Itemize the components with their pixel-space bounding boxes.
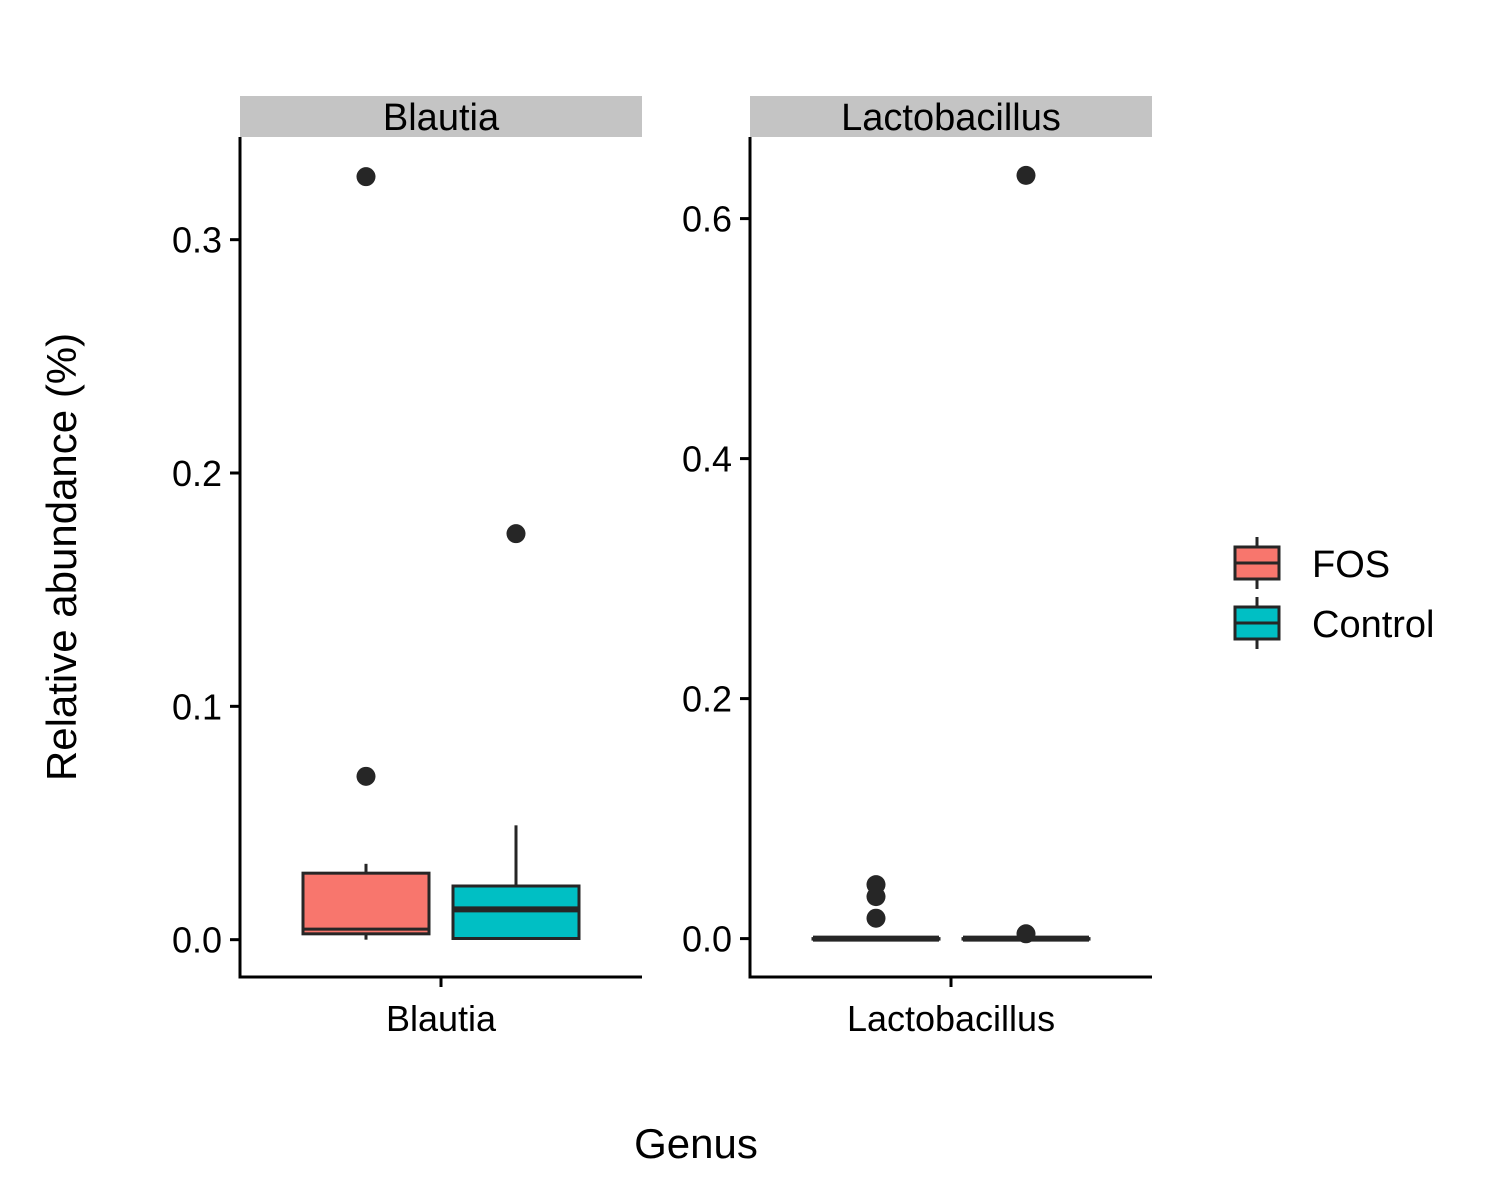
- y-tick-label: 0.4: [682, 439, 732, 480]
- y-tick-label: 0.1: [172, 686, 222, 727]
- x-axis-title: Genus: [634, 1120, 758, 1167]
- box-body: [301, 871, 431, 936]
- outlier-point: [1016, 165, 1036, 185]
- legend-label: FOS: [1312, 544, 1390, 586]
- y-tick-label: 0.2: [172, 453, 222, 494]
- facet-strip: [240, 96, 642, 137]
- outlier-point: [866, 875, 886, 895]
- box-control: [451, 524, 581, 940]
- facet-strip: [750, 96, 1152, 137]
- facet-panel: Lactobacillus 0.0 0.2 0.4 0.6 Lactobacillus: [682, 96, 1152, 1039]
- box-control: [961, 165, 1091, 944]
- outlier-point: [506, 524, 526, 544]
- facet-panel: Blautia 0.0 0.1 0.2 0.3 Blautia: [172, 96, 642, 1039]
- y-tick-label: 0.2: [682, 679, 732, 720]
- outlier-point: [1016, 924, 1036, 944]
- facet-panels: Blautia 0.0 0.1 0.2 0.3 Blautia Lactobacillus 0…: [172, 96, 1152, 1039]
- y-tick-label: 0.0: [682, 919, 732, 960]
- legend-item-control: Control: [1233, 597, 1435, 649]
- facet-strip-label: Blautia: [383, 97, 500, 139]
- box-fos: [301, 167, 431, 940]
- outlier-point: [356, 167, 376, 187]
- legend-label: Control: [1312, 604, 1435, 646]
- outlier-point: [866, 908, 886, 928]
- facet-strip-label: Lactobacillus: [841, 97, 1061, 139]
- x-tick-label: Blautia: [386, 998, 497, 1039]
- legend: FOS Control: [1233, 537, 1435, 649]
- y-tick-label: 0.6: [682, 199, 732, 240]
- x-tick-label: Lactobacillus: [847, 998, 1055, 1039]
- outlier-point: [356, 766, 376, 786]
- box-fos: [811, 875, 941, 942]
- y-tick-label: 0.0: [172, 920, 222, 961]
- legend-item-fos: FOS: [1233, 537, 1390, 589]
- y-tick-label: 0.3: [172, 220, 222, 261]
- y-axis-title: Relative abundance (%): [38, 333, 85, 781]
